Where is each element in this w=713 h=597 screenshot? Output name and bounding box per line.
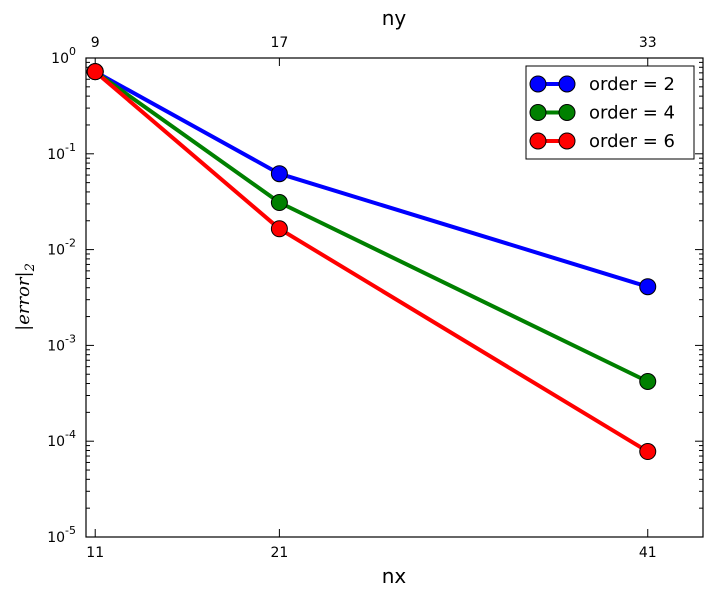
legend-marker: [558, 104, 576, 121]
y-tick-label-base: 10: [47, 147, 65, 163]
y-tick-label-base: 10: [47, 530, 65, 546]
y-tick-label-exponent: 0: [69, 45, 76, 58]
y-tick-label-exponent: -4: [65, 428, 76, 441]
x-axis-title: nx: [382, 564, 407, 588]
x-tick-label: 11: [86, 545, 104, 561]
y-tick-label: 10-1: [47, 141, 76, 163]
y-axis-title-subscript: 2: [23, 263, 38, 272]
x-tick-label: 41: [639, 545, 657, 561]
y-tick-label-base: 10: [47, 243, 65, 259]
plot-frame: [85, 57, 704, 538]
y-tick-label: 10-4: [47, 428, 76, 450]
series-lines: [86, 63, 657, 461]
y-axis-title-main: |error|: [13, 271, 34, 330]
data-point: [86, 63, 104, 81]
data-point: [270, 165, 288, 183]
y-axis-title: |error|2: [13, 263, 38, 331]
y-tick-label-exponent: -1: [65, 141, 76, 154]
data-point: [270, 194, 288, 212]
x-top-tick-label: 33: [639, 35, 657, 51]
y-tick-label: 100: [51, 45, 76, 67]
legend-label: order = 6: [589, 131, 675, 152]
legend-label: order = 2: [589, 74, 675, 95]
y-tick-label: 10-5: [47, 524, 76, 546]
y-tick-label: 10-3: [47, 332, 76, 354]
legend-marker: [558, 75, 576, 93]
y-tick-label-exponent: -5: [65, 524, 76, 537]
top-x-axis-title: ny: [382, 6, 407, 30]
y-tick-label-base: 10: [51, 51, 69, 67]
x-tick-label: 21: [270, 545, 288, 561]
legend-marker: [529, 104, 547, 121]
legend-label: order = 4: [589, 103, 675, 124]
data-point: [639, 278, 657, 296]
data-point: [270, 220, 288, 238]
x-top-tick-label: 17: [270, 35, 288, 51]
data-point: [639, 372, 657, 390]
legend-marker: [529, 75, 547, 93]
y-tick-label-exponent: -3: [65, 332, 76, 345]
data-point: [639, 443, 657, 461]
y-tick-label: 10-2: [47, 237, 76, 259]
legend-marker: [529, 132, 547, 150]
legend-marker: [558, 132, 576, 150]
y-tick-label-base: 10: [47, 434, 65, 450]
x-top-tick-label: 9: [91, 35, 100, 51]
legend: order = 2 order = 4 order = 6: [525, 65, 695, 160]
y-tick-label-base: 10: [47, 338, 65, 354]
y-tick-label-exponent: -2: [65, 237, 76, 250]
